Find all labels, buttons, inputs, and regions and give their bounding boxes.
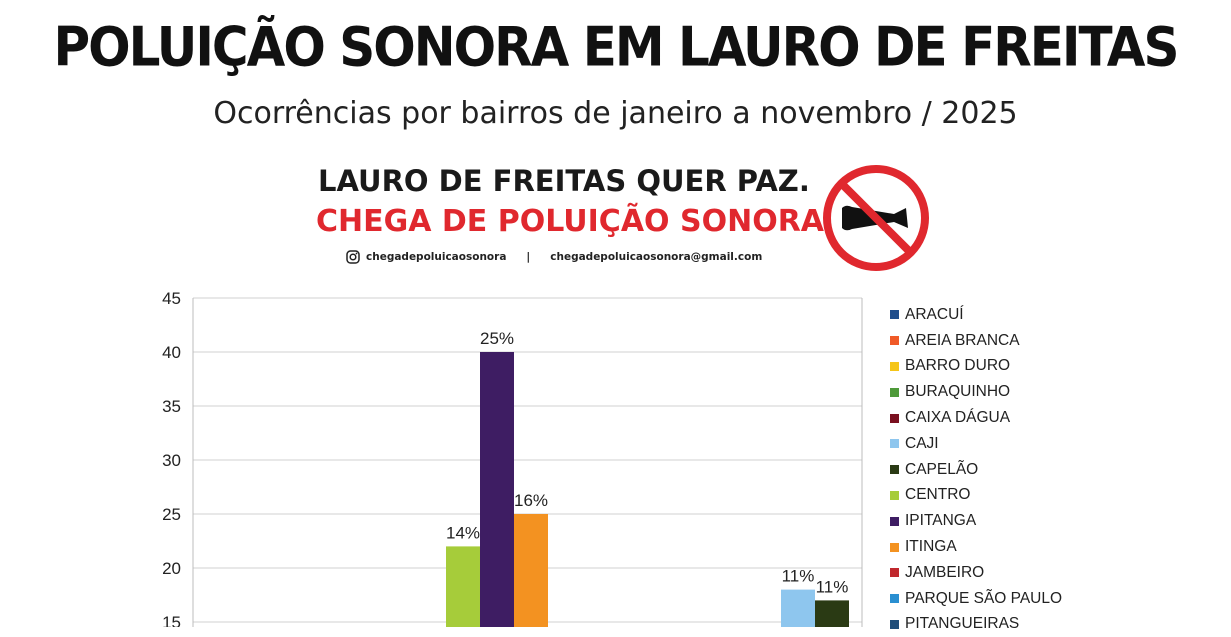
chart-legend: ARACUÍ AREIA BRANCA BARRO DURO BURAQUINHO CA… (890, 302, 1062, 637)
legend-swatch (890, 516, 899, 526)
chart-subtitle: Ocorrências por bairros de janeiro a nov… (213, 96, 1018, 131)
y-tick-label: 25 (162, 505, 181, 524)
data-label: 11% (816, 577, 849, 596)
legend-item: ARACUÍ (890, 302, 1062, 328)
y-tick-label: 40 (162, 343, 181, 362)
legend-item: JAMBEIRO (890, 560, 1062, 586)
legend-label: CAIXA DÁGUA (905, 409, 1011, 427)
legend-item: PITANGUEIRAS (890, 612, 1062, 637)
data-label: 11% (782, 567, 815, 586)
legend-item: BARRO DURO (890, 354, 1062, 380)
y-tick-label: 30 (162, 451, 181, 470)
legend-label: CENTRO (905, 486, 971, 504)
data-label: 25% (480, 329, 514, 348)
contact-email[interactable]: chegadepoluicaosonora@gmail.com (550, 251, 763, 263)
y-tick-label: 35 (162, 397, 181, 416)
legend-swatch (890, 490, 899, 500)
y-tick-label: 20 (162, 559, 181, 578)
bar-caji (781, 589, 815, 627)
legend-label: BARRO DURO (905, 357, 1011, 375)
bar-itinga (514, 514, 548, 627)
legend-swatch (890, 387, 899, 397)
data-label: 14% (446, 523, 480, 542)
legend-label: IPITANGA (905, 512, 977, 530)
legend-label: ITINGA (905, 538, 957, 556)
legend-item: IPITANGA (890, 508, 1062, 534)
legend-label: AREIA BRANCA (905, 331, 1020, 349)
legend-item: CENTRO (890, 483, 1062, 509)
contact-line: chegadepoluicaosonora | chegadepoluicaos… (346, 250, 762, 264)
legend-swatch (890, 439, 899, 449)
legend-swatch (890, 619, 899, 629)
legend-item: CAJI (890, 431, 1062, 457)
legend-swatch (890, 413, 899, 423)
legend-item: ITINGA (890, 534, 1062, 560)
legend-swatch (890, 336, 899, 346)
instagram-icon (346, 250, 360, 264)
no-horn-icon (823, 165, 929, 271)
legend-swatch (890, 361, 899, 371)
bar-centro (446, 546, 480, 627)
campaign-slogan: LAURO DE FREITAS QUER PAZ. (318, 164, 810, 198)
legend-swatch (890, 310, 899, 320)
bar-capel-o (815, 600, 849, 627)
legend-label: PARQUE SÃO PAULO (905, 589, 1063, 607)
legend-swatch (890, 542, 899, 552)
legend-item: BURAQUINHO (890, 379, 1062, 405)
data-label: 16% (514, 491, 548, 510)
contact-separator: | (526, 251, 531, 263)
legend-label: CAPELÃO (905, 460, 979, 478)
legend-item: PARQUE SÃO PAULO (890, 586, 1062, 612)
y-tick-label: 15 (162, 613, 181, 627)
legend-label: ARACUÍ (905, 305, 964, 323)
bar-ipitanga (480, 352, 514, 627)
campaign-headline: CHEGA DE POLUIÇÃO SONORA. (316, 204, 836, 239)
legend-label: PITANGUEIRAS (905, 615, 1020, 633)
legend-label: CAJI (905, 434, 939, 452)
legend-swatch (890, 594, 899, 604)
legend-label: JAMBEIRO (905, 563, 985, 581)
y-tick-label: 45 (162, 289, 181, 308)
legend-swatch (890, 465, 899, 475)
legend-item: CAIXA DÁGUA (890, 405, 1062, 431)
legend-label: BURAQUINHO (905, 383, 1011, 401)
legend-swatch (890, 568, 899, 578)
chart-title: POLUIÇÃO SONORA EM LAURO DE FREITAS (53, 15, 1180, 79)
legend-item: AREIA BRANCA (890, 328, 1062, 354)
instagram-handle[interactable]: chegadepoluicaosonora (366, 251, 507, 263)
legend-item: CAPELÃO (890, 457, 1062, 483)
